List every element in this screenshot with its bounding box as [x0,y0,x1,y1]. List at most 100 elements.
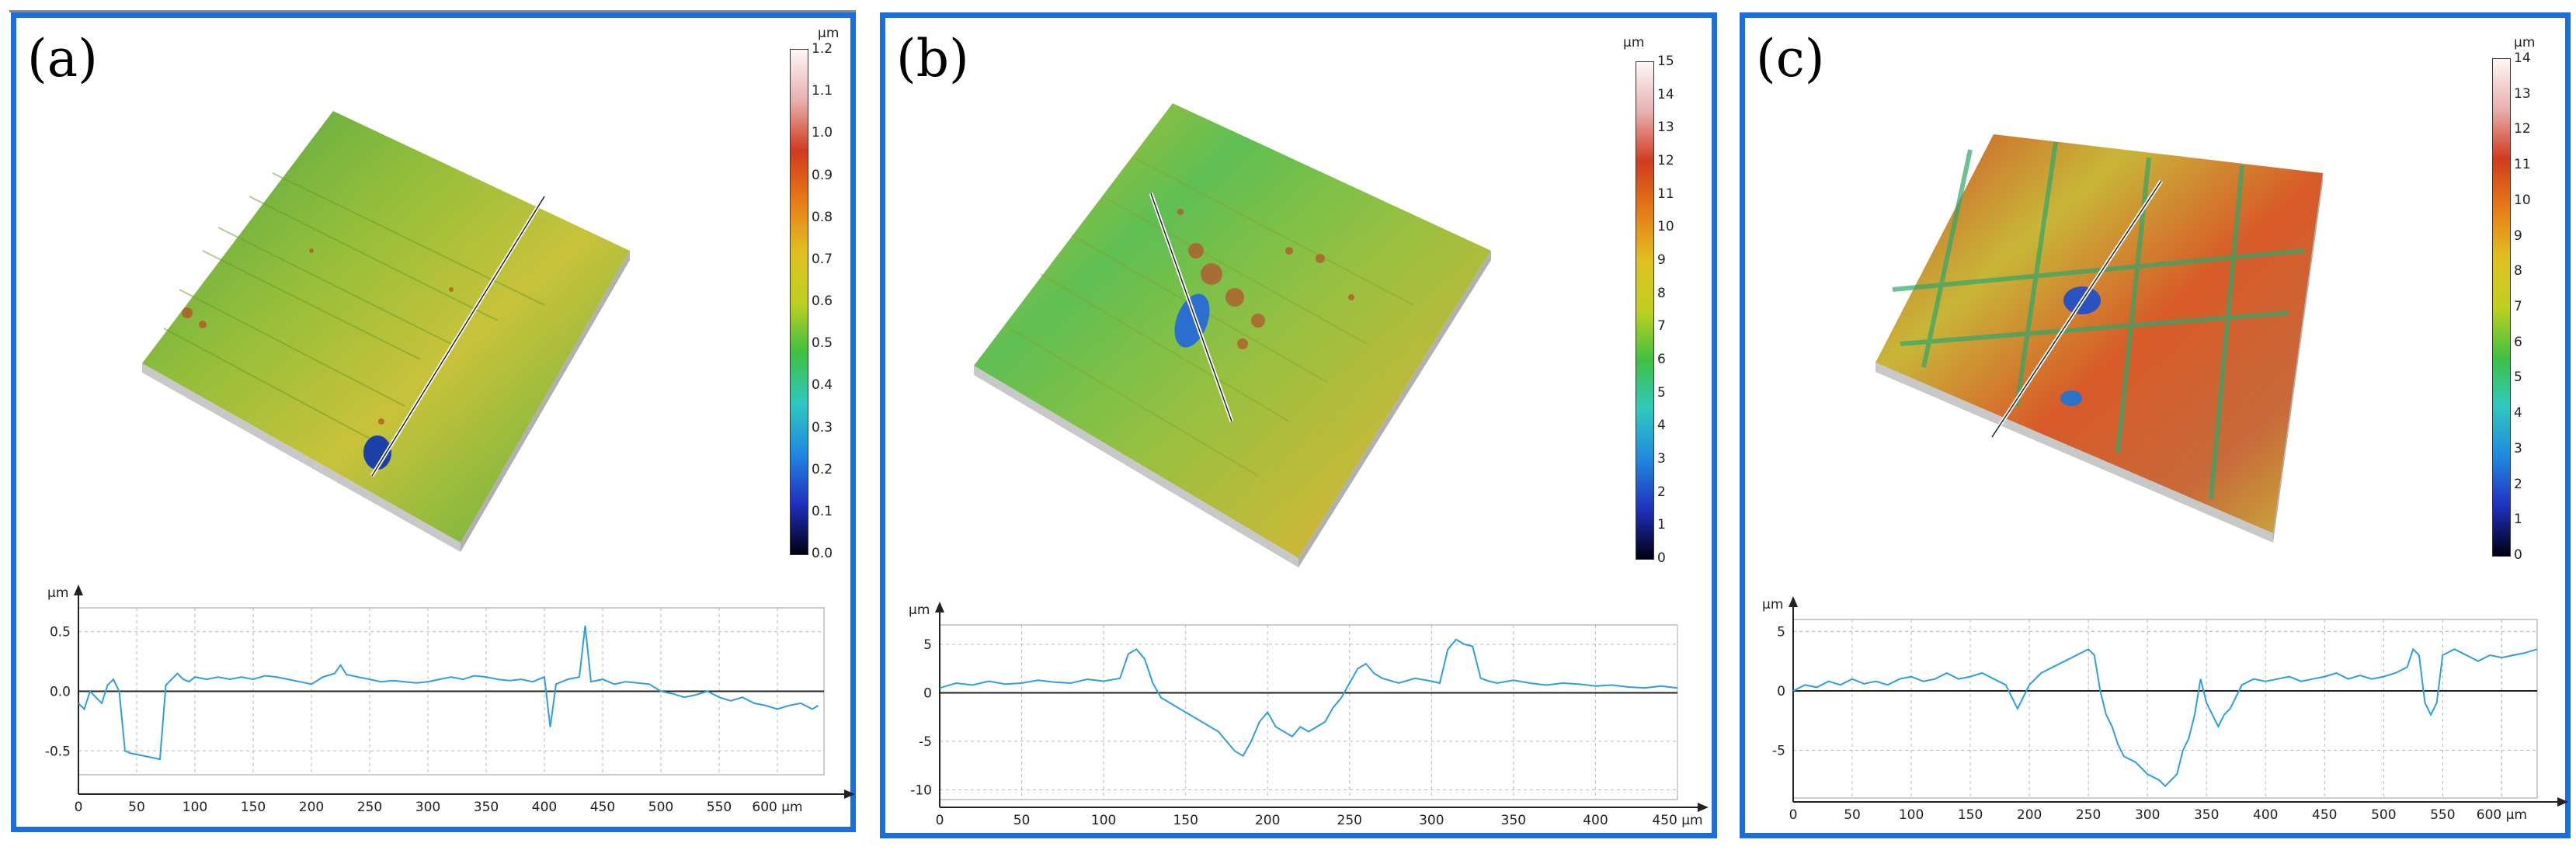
colorbar-tick-b: 7 [1657,318,1666,335]
surface-base-c [1876,134,2323,533]
y-tick-label: -5 [919,734,932,750]
profile-series-line [939,638,1678,758]
colorbar-tick-a: 0.6 [812,293,833,309]
y-tick-label: 5 [923,637,932,653]
profile-line-shadow-a [371,196,545,477]
surface-spots-a [182,248,454,425]
y-tick-label: 0 [1777,684,1785,699]
x-tick-label: 400 [532,800,557,815]
profile-line-shadow-c [1991,180,2162,438]
profile-series-line [78,625,819,761]
colorbar-tick-a: 0.2 [812,461,833,477]
x-tick-label: 450 [590,800,615,815]
y-tick-label: -10 [910,783,932,799]
y-tick-label: -0.5 [45,744,71,759]
colorbar-tick-b: 4 [1657,418,1666,434]
x-tick-label: 450 µm [1652,813,1702,828]
x-tick-label: 500 [648,800,673,815]
surface-3d-c [1876,134,2323,543]
y-axis-label: µm [47,585,68,601]
profile-chart-c: 0 50 100 150 200 250 300 350 400 450 500 550 600 µm5… [1762,596,2568,823]
surface-edge-a [142,363,461,552]
colorbar-tick-b: 10 [1657,219,1674,235]
surface-3d-a [142,111,630,552]
x-tick-label: 350 [1501,813,1526,828]
colorbar-tick-b: 14 [1657,86,1674,102]
y-axis-label: µm [1762,597,1783,612]
colorbar-tick-c: 3 [2514,440,2522,456]
x-tick-label: 600 µm [2477,807,2527,823]
x-tick-label: 0 [75,800,83,815]
x-tick-label: 350 [474,800,499,815]
colorbar-tick-b: 2 [1657,484,1666,500]
y-tick-label: 0 [923,686,932,702]
colorbar-tick-a: 0.9 [812,167,833,183]
colorbar-tick-b: 8 [1657,285,1666,301]
colorbar-tick-a: 0.8 [812,209,833,225]
colorbar-tick-c: 13 [2514,85,2531,102]
colorbar-tick-b: 9 [1657,252,1666,268]
colorbar-tick-a: 0.0 [812,546,833,561]
colorbar-tick-b: 11 [1657,186,1674,202]
panel-label-a: (a) [27,29,98,88]
colorbar-tick-c: 12 [2514,121,2531,137]
x-tick-label: 250 [1337,813,1362,828]
colorbar-tick-c: 0 [2514,547,2522,563]
colorbar-c [2492,58,2511,557]
x-tick-label: 150 [1958,807,1983,823]
colorbar-tick-c: 14 [2514,50,2531,66]
colorbar-b [1636,61,1654,560]
x-tick-label: 400 [1583,813,1608,828]
y-axis-arrow [74,585,83,595]
colorbar-tick-a: 0.3 [812,419,833,435]
x-tick-label: 100 [1899,807,1924,823]
colorbar-tick-c: 6 [2514,334,2522,350]
x-tick-label: 400 [2253,807,2278,823]
x-tick-label: 0 [936,813,944,828]
colorbar-tick-b: 15 [1657,54,1674,69]
surface-edge-right-c [2273,173,2323,543]
x-tick-label: 150 [1173,813,1198,828]
surface-edge-c [1876,363,2273,543]
colorbar-tick-b: 5 [1657,384,1666,401]
y-tick-label: 5 [1777,624,1785,640]
x-tick-label: 150 [241,800,266,815]
surface-base-a [142,111,630,543]
top-rule [9,10,856,12]
profile-series-line [1792,647,2538,788]
profile-line-shadow-b [1150,193,1232,422]
panel-a: (a) µm 1.2 1.1 1.0 0.9 0.8 0.7 0.6 0.5 0. [11,12,856,832]
colorbar-tick-b: 12 [1657,153,1674,168]
panel-label-c: (c) [1756,29,1825,88]
x-tick-label: 50 [128,800,145,815]
colorbar-tick-a: 0.5 [812,335,833,352]
x-axis-arrow [2557,797,2568,807]
x-tick-label: 200 [299,800,324,815]
colorbar-tick-b: 3 [1657,451,1666,467]
x-tick-label: 550 [707,800,732,815]
colorbar-tick-c: 5 [2514,370,2522,386]
colorbar-tick-a: 1.2 [812,41,833,57]
x-tick-label: 300 [415,800,440,815]
panel-b: (b) µm 15 14 13 12 11 10 9 8 7 6 5 4 3 [880,12,1717,838]
colorbar-tick-c: 7 [2514,299,2522,314]
surface-spots-b [1177,209,1354,349]
panel-c: (c) µm 14 13 12 11 10 9 8 7 6 5 4 3 2 1 0 0 50 100 150 200… [1740,12,2571,838]
colorbar-a [790,49,808,555]
x-tick-label: 200 [2017,807,2042,823]
x-tick-label: 50 [1013,813,1031,828]
y-tick-label: -5 [1772,744,1785,759]
profile-chart-a: 0 50 100 150 200 250 300 350 400 450 500 550 600 µm 0… [45,585,855,815]
x-tick-label: 250 [357,800,382,815]
surface-streaks-a [163,172,545,446]
x-tick-label: 500 [2371,807,2396,823]
x-tick-label: 100 [183,800,207,815]
surface-pit-a [363,435,391,470]
colorbar-tick-a: 0.4 [812,377,833,394]
colorbar-tick-c: 10 [2514,192,2531,208]
colorbar-tick-c: 2 [2514,476,2522,492]
y-tick-label: 0.0 [50,685,71,700]
surface-3d-b [974,103,1491,567]
plot-frame [939,624,1678,800]
